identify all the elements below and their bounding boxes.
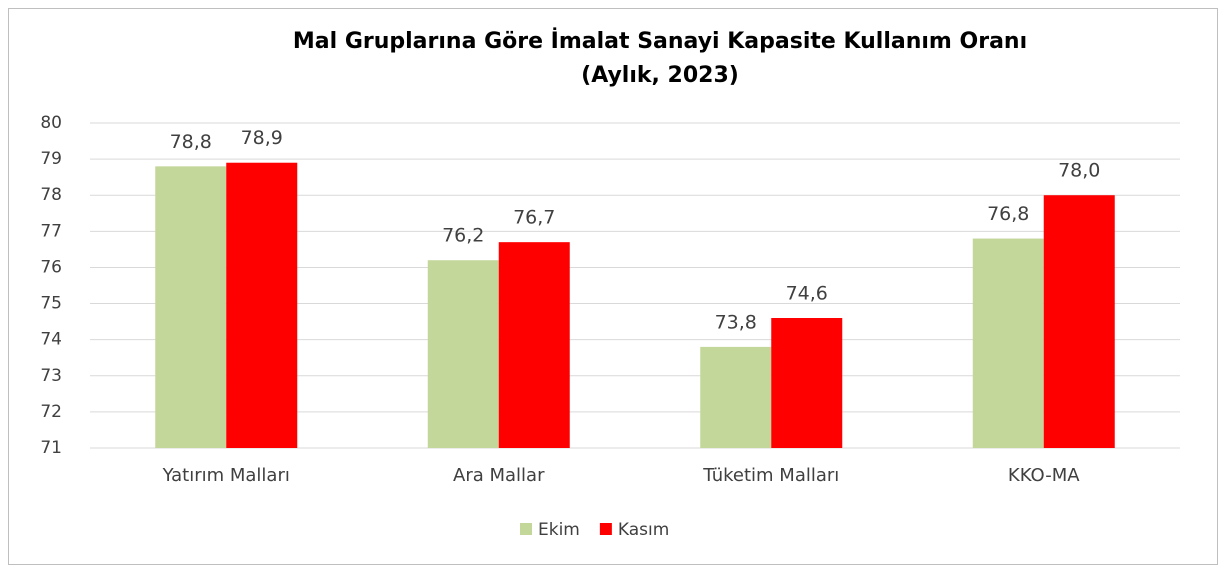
bar	[427, 260, 499, 448]
value-label: 76,2	[442, 225, 484, 247]
x-tick-label: Ara Mallar	[453, 465, 545, 486]
legend-swatch	[599, 523, 612, 535]
y-tick-label: 78	[40, 185, 62, 205]
value-label: 78,8	[170, 131, 212, 153]
y-tick-label: 77	[40, 221, 62, 241]
y-tick-label: 79	[40, 149, 62, 169]
y-tick-label: 72	[40, 402, 62, 422]
x-tick-label: KKO-MA	[1008, 465, 1080, 486]
y-tick-label: 74	[40, 330, 62, 350]
chart-title: Mal Gruplarına Göre İmalat Sanayi Kapasi…	[293, 28, 1027, 54]
x-tick-label: Tüketim Malları	[702, 465, 839, 486]
bar	[226, 162, 298, 448]
bar	[498, 242, 570, 448]
y-tick-label: 80	[40, 113, 62, 133]
y-tick-label: 75	[40, 294, 62, 314]
value-label: 76,8	[987, 203, 1029, 225]
value-label: 73,8	[715, 311, 757, 333]
legend-label: Ekim	[538, 520, 580, 540]
value-label: 78,0	[1058, 160, 1100, 182]
x-tick-label: Yatırım Malları	[162, 465, 290, 486]
y-tick-label: 71	[40, 438, 62, 458]
y-tick-label: 76	[40, 257, 62, 277]
legend-label: Kasım	[618, 520, 669, 540]
value-label: 78,9	[241, 127, 283, 149]
y-tick-label: 73	[40, 366, 62, 386]
value-label: 76,7	[513, 207, 555, 229]
bar	[771, 318, 843, 448]
bar	[700, 346, 772, 448]
value-label: 74,6	[786, 283, 828, 305]
bar	[155, 166, 227, 449]
legend-swatch	[520, 523, 532, 535]
bar	[972, 238, 1044, 448]
bar	[1043, 195, 1115, 448]
chart-subtitle: (Aylık, 2023)	[581, 63, 739, 88]
